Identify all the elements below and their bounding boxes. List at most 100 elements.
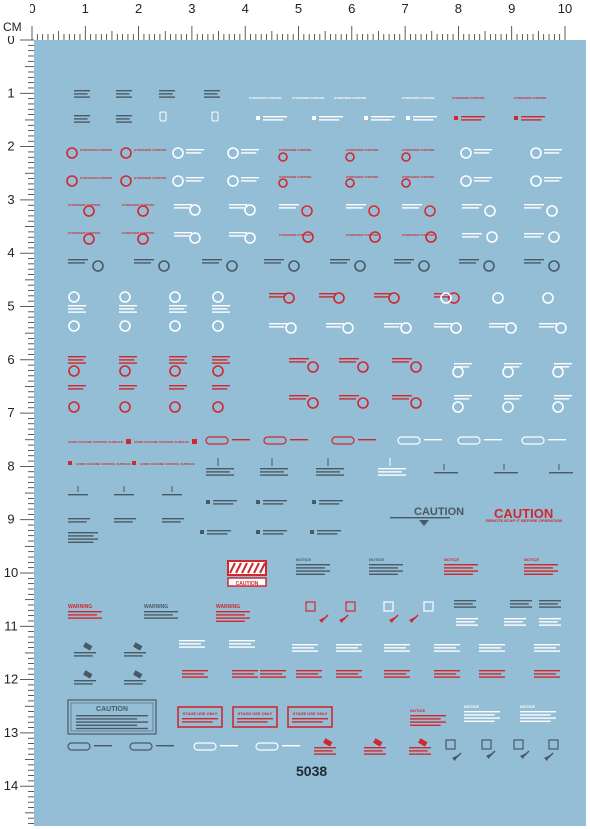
decal-ring: [189, 204, 201, 216]
decal-ring: [169, 365, 181, 377]
decal-text: HYDROGEN CONTROL: [279, 148, 312, 152]
decal-ring: [66, 175, 78, 187]
decal-ring: [172, 147, 184, 159]
decal-text: WARNING: [216, 604, 240, 610]
decal-text: NOTICE: [520, 704, 535, 709]
decal-text: HYDROGEN CONTROL: [80, 148, 113, 152]
decal-ring: [189, 232, 201, 244]
ruler-top-label: 4: [242, 1, 249, 16]
decal-ring: [119, 365, 131, 377]
decal-ring: [502, 401, 514, 413]
decal-ring: [212, 401, 224, 413]
decal-text: HYDROGEN CONTROL: [346, 175, 379, 179]
decal-ring: [278, 152, 288, 162]
decal-ring: [283, 292, 295, 304]
ruler-left-label: 1: [7, 85, 14, 100]
decal-ring: [120, 147, 132, 159]
decal-ring: [83, 205, 95, 217]
stage-plate: [177, 706, 223, 728]
decal-ring: [484, 205, 496, 217]
decal-ring: [548, 231, 560, 243]
decal-ring: [119, 291, 131, 303]
decal-ring: [548, 260, 560, 272]
decal-text: HYDROGEN CONTROL: [279, 175, 312, 179]
decal-text: HYDROGEN CONTROL: [514, 96, 547, 100]
decal-ring: [410, 361, 422, 373]
decal-ring: [450, 322, 462, 334]
decal-ring: [357, 361, 369, 373]
decal-ring: [401, 178, 411, 188]
decal-ring: [424, 205, 436, 217]
ruler-left-label: 11: [4, 618, 18, 633]
ruler-left-label: 5: [7, 299, 14, 314]
decal-ring: [452, 401, 464, 413]
decal-ring: [137, 205, 149, 217]
decal-artwork: HYDROGEN CONTROL HYDROGEN CONTROL HYDROGEN…: [66, 90, 573, 761]
decal-ring: [302, 231, 314, 243]
decal-text: HYDROGEN CONTROL: [402, 175, 435, 179]
decal-text: HYDROGEN CONTROL: [346, 233, 379, 237]
decal-ring: [486, 231, 498, 243]
decal-text: HYDROGEN CONTROL: [249, 96, 282, 100]
decal-square: [481, 739, 492, 750]
decal-ring: [530, 175, 542, 187]
decal-ring: [342, 322, 354, 334]
decal-ring: [68, 320, 80, 332]
decal-text: STAGE USE ONLY: [293, 711, 328, 716]
decal-pill: [521, 436, 545, 445]
decal-ring: [158, 260, 170, 272]
ruler-top-label: 9: [508, 1, 515, 16]
decal-text: AVOID CIGOUNE CONTROL SURFACE: [140, 462, 195, 466]
decal-text: AVOID CIGOUNE CONTROL SURFACE: [68, 440, 123, 444]
decal-text: NOTICE: [410, 708, 425, 713]
decal-ring: [452, 366, 464, 378]
decal-text: WARNING: [144, 604, 168, 610]
ruler-left-label: 14: [4, 778, 18, 793]
decal-text: WARNING: [68, 604, 92, 610]
decal-text: HYDROGEN CONTROL: [292, 96, 325, 100]
decal-text: HYDROGEN CONTROL: [346, 148, 379, 152]
ruler-left-label: 8: [7, 458, 14, 473]
ruler-left-label: 9: [7, 512, 14, 527]
decal-text: HYDROGEN CONTROL: [452, 96, 485, 100]
decal-square: [423, 601, 434, 612]
decal-pill: [129, 742, 153, 751]
decal-text: AVOID CIGOUNE CONTROL SURFACE: [76, 462, 131, 466]
decal-ring: [418, 260, 430, 272]
decal-ring: [288, 260, 300, 272]
stage-plate: [287, 706, 333, 728]
decal-ring: [505, 322, 517, 334]
decal-ring: [530, 147, 542, 159]
decal-ring: [388, 292, 400, 304]
decal-text: HYDROGEN CONTROL: [334, 96, 367, 100]
decal-ring: [440, 292, 452, 304]
decal-ring: [92, 260, 104, 272]
ruler-top-label: 0: [30, 1, 36, 16]
decal-ring: [400, 322, 412, 334]
decal-text: AVOID CIGOUNE CONTROL SURFACE: [134, 440, 189, 444]
ruler-top-label: 8: [455, 1, 462, 16]
decal-pill: [255, 742, 279, 751]
decal-text: HYDROGEN CONTROL: [122, 231, 155, 235]
decal-text: HYDROGEN CONTROL: [279, 233, 312, 237]
decal-ring: [285, 322, 297, 334]
ruler-top-label: 5: [295, 1, 302, 16]
decal-text: HYDROGEN CONTROL: [134, 176, 167, 180]
decal-square: [383, 601, 394, 612]
decal-ring: [307, 361, 319, 373]
decal-text: REMOTE ECAP IT BEFORE OPERATION: [486, 518, 562, 523]
decal-text: HYDROGEN CONTROL: [402, 148, 435, 152]
decal-text: NOTICE: [444, 557, 459, 562]
decal-ring: [83, 233, 95, 245]
decal-text: CAUTION: [494, 506, 553, 521]
ruler-left-label: 12: [4, 672, 18, 687]
decal-ring: [68, 401, 80, 413]
decal-ring: [68, 291, 80, 303]
decal-ring: [425, 231, 437, 243]
ruler-unit-label: CM: [3, 20, 22, 34]
decal-square: [445, 739, 456, 750]
ruler-top-label: 1: [82, 1, 89, 16]
decal-ring: [460, 147, 472, 159]
decal-pill: [263, 436, 287, 445]
